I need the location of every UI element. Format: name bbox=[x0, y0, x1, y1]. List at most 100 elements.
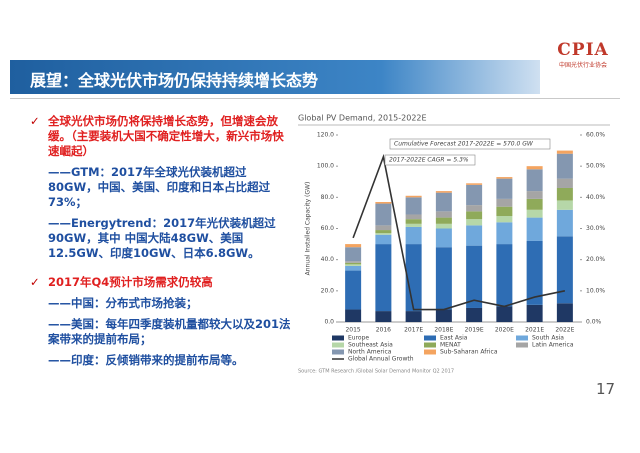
legend-swatch bbox=[516, 335, 528, 341]
bar-segment bbox=[466, 245, 483, 308]
x-tick-label: 2021E bbox=[525, 327, 544, 334]
bar-segment bbox=[405, 226, 422, 245]
legend-label: East Asia bbox=[440, 335, 468, 342]
bar-segment bbox=[496, 198, 513, 207]
legend-label: Europe bbox=[348, 335, 369, 342]
bar-segment bbox=[405, 244, 422, 312]
x-tick-label: 2020E bbox=[495, 327, 514, 334]
bar-segment bbox=[556, 303, 573, 322]
bar-segment bbox=[556, 209, 573, 237]
chart: Global PV Demand, 2015-2022E 0.0 20.0 40.0 6… bbox=[298, 114, 610, 375]
bar-segment bbox=[405, 219, 422, 224]
slide-title: 展望：全球光伏市场仍保持持续增长态势 bbox=[30, 71, 319, 90]
bar-segment bbox=[496, 306, 513, 322]
bar-segment bbox=[496, 178, 513, 199]
bar-segment bbox=[345, 265, 362, 271]
bar-segment bbox=[556, 150, 573, 154]
bar-segment bbox=[405, 197, 422, 215]
y2-tick-label: 40.0% bbox=[586, 194, 605, 201]
bar-segment bbox=[466, 184, 483, 206]
legend-swatch bbox=[424, 335, 436, 341]
bar-segment bbox=[345, 261, 362, 263]
bar-segment bbox=[496, 244, 513, 307]
bar-segment bbox=[556, 178, 573, 188]
growth-line bbox=[352, 153, 566, 311]
spacer bbox=[30, 261, 292, 271]
logo-subtitle: 中国光伏行业协会 bbox=[558, 62, 607, 69]
bar-segment bbox=[466, 205, 483, 212]
bar-segment bbox=[556, 200, 573, 210]
x-tick-label: 2022E bbox=[555, 327, 574, 334]
source-note: Source: GTM Research /Global Solar Deman… bbox=[298, 369, 454, 375]
bar-segment bbox=[526, 166, 543, 170]
bullet-item: ——GTM：2017年全球光伏装机超过80GW，中国、美国、印度和日本占比超过7… bbox=[48, 165, 271, 209]
legend-label: Global Annual Growth bbox=[348, 356, 414, 363]
x-tick-label: 2016 bbox=[376, 327, 391, 334]
bar-segment bbox=[375, 244, 392, 312]
bar-segment bbox=[526, 198, 543, 210]
bar-segment bbox=[345, 270, 362, 310]
y-tick-label: 120.0 bbox=[317, 132, 334, 139]
bar-segment bbox=[496, 206, 513, 217]
bar-segment bbox=[556, 153, 573, 179]
legend-label: South Asia bbox=[532, 335, 564, 342]
logo: CPIA 中国光伏行业协会 bbox=[548, 40, 618, 69]
bar-segment bbox=[435, 192, 452, 212]
bar-segment bbox=[435, 191, 452, 193]
y-tick-label: 0.0 bbox=[324, 319, 334, 326]
y2-tick-label: 30.0% bbox=[586, 225, 605, 232]
bullet-list: 全球光伏市场仍将保持增长态势，但增速会放缓。（主要装机大国不确定性增大，新兴市场… bbox=[30, 110, 292, 368]
bar-segment bbox=[466, 219, 483, 226]
y-tick-label: 60.0 bbox=[321, 225, 335, 232]
chart-title: Global PV Demand, 2015-2022E bbox=[298, 114, 427, 123]
bar-segment bbox=[405, 311, 422, 322]
bullet-item: ——美国：每年四季度装机量都较大以及201法案带来的提前布局； bbox=[48, 317, 291, 346]
bar-segment bbox=[496, 177, 513, 179]
x-tick-label: 2017E bbox=[404, 327, 423, 334]
bar-segment bbox=[375, 233, 392, 235]
annotation-box bbox=[389, 138, 551, 150]
y-tick-label: 100.0 bbox=[317, 163, 334, 170]
bar-segment bbox=[375, 311, 392, 322]
y2-tick-label: 0.0% bbox=[586, 319, 602, 326]
bar-segment bbox=[526, 217, 543, 241]
page-number: 17 bbox=[596, 380, 616, 398]
bar-segment bbox=[526, 169, 543, 192]
bar-segment bbox=[435, 211, 452, 218]
bar-segment bbox=[466, 307, 483, 322]
bar-segment bbox=[466, 183, 483, 185]
bar-segment bbox=[375, 234, 392, 245]
bar-segment bbox=[435, 247, 452, 310]
y-tick-label: 40.0 bbox=[321, 256, 335, 263]
annotation: Cumulative Forecast 2017-2022E = 570.0 G… bbox=[394, 141, 534, 148]
y2-tick-label: 60.0% bbox=[586, 132, 605, 139]
annotation: 2017-2022E CAGR = 5.3% bbox=[389, 157, 469, 164]
bar-segment bbox=[435, 223, 452, 229]
logo-text: CPIA bbox=[557, 40, 609, 60]
legend-label: Sub-Saharan Africa bbox=[440, 349, 498, 356]
bar-segment bbox=[375, 230, 392, 234]
bullet-item: ——Energytrend：2017年光伏装机超过90GW，其中 中国大陆48G… bbox=[48, 216, 276, 260]
bullet-heading: 2017年Q4预计市场需求仍较高 bbox=[30, 275, 292, 290]
x-tick-label: 2018E bbox=[434, 327, 453, 334]
legend-swatch bbox=[424, 342, 436, 348]
bullet-heading: 全球光伏市场仍将保持增长态势，但增速会放缓。（主要装机大国不确定性增大，新兴市场… bbox=[30, 114, 292, 159]
bar-segment bbox=[405, 195, 422, 198]
bar-segment bbox=[496, 222, 513, 245]
bar-segment bbox=[556, 236, 573, 304]
bar-segment bbox=[526, 209, 543, 218]
legend-swatch bbox=[516, 342, 528, 348]
bar-segment bbox=[526, 304, 543, 322]
bar-segment bbox=[466, 225, 483, 246]
legend-label: North America bbox=[348, 349, 392, 356]
legend-label: Southeast Asia bbox=[348, 342, 393, 349]
y-tick-label: 20.0 bbox=[321, 287, 335, 294]
legend-swatch bbox=[332, 335, 344, 341]
header-bar: 展望：全球光伏市场仍保持持续增长态势 bbox=[10, 60, 540, 94]
bar-segment bbox=[345, 264, 362, 266]
bar-segment bbox=[526, 240, 543, 305]
legend-swatch bbox=[424, 349, 436, 355]
bar-segment bbox=[405, 214, 422, 220]
bar-segment bbox=[345, 262, 362, 265]
